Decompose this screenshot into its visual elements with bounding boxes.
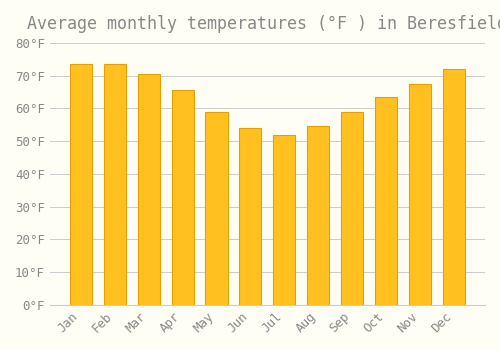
Bar xyxy=(70,64,92,305)
Bar xyxy=(206,112,228,305)
Bar xyxy=(342,112,363,305)
Title: Average monthly temperatures (°F ) in Beresfield: Average monthly temperatures (°F ) in Be… xyxy=(28,15,500,33)
Bar xyxy=(274,135,295,305)
Bar xyxy=(240,128,262,305)
Bar xyxy=(443,69,465,305)
Bar xyxy=(104,64,126,305)
Bar xyxy=(375,97,398,305)
Bar xyxy=(138,74,160,305)
Bar xyxy=(172,90,194,305)
Bar xyxy=(409,84,432,305)
Bar xyxy=(308,126,330,305)
